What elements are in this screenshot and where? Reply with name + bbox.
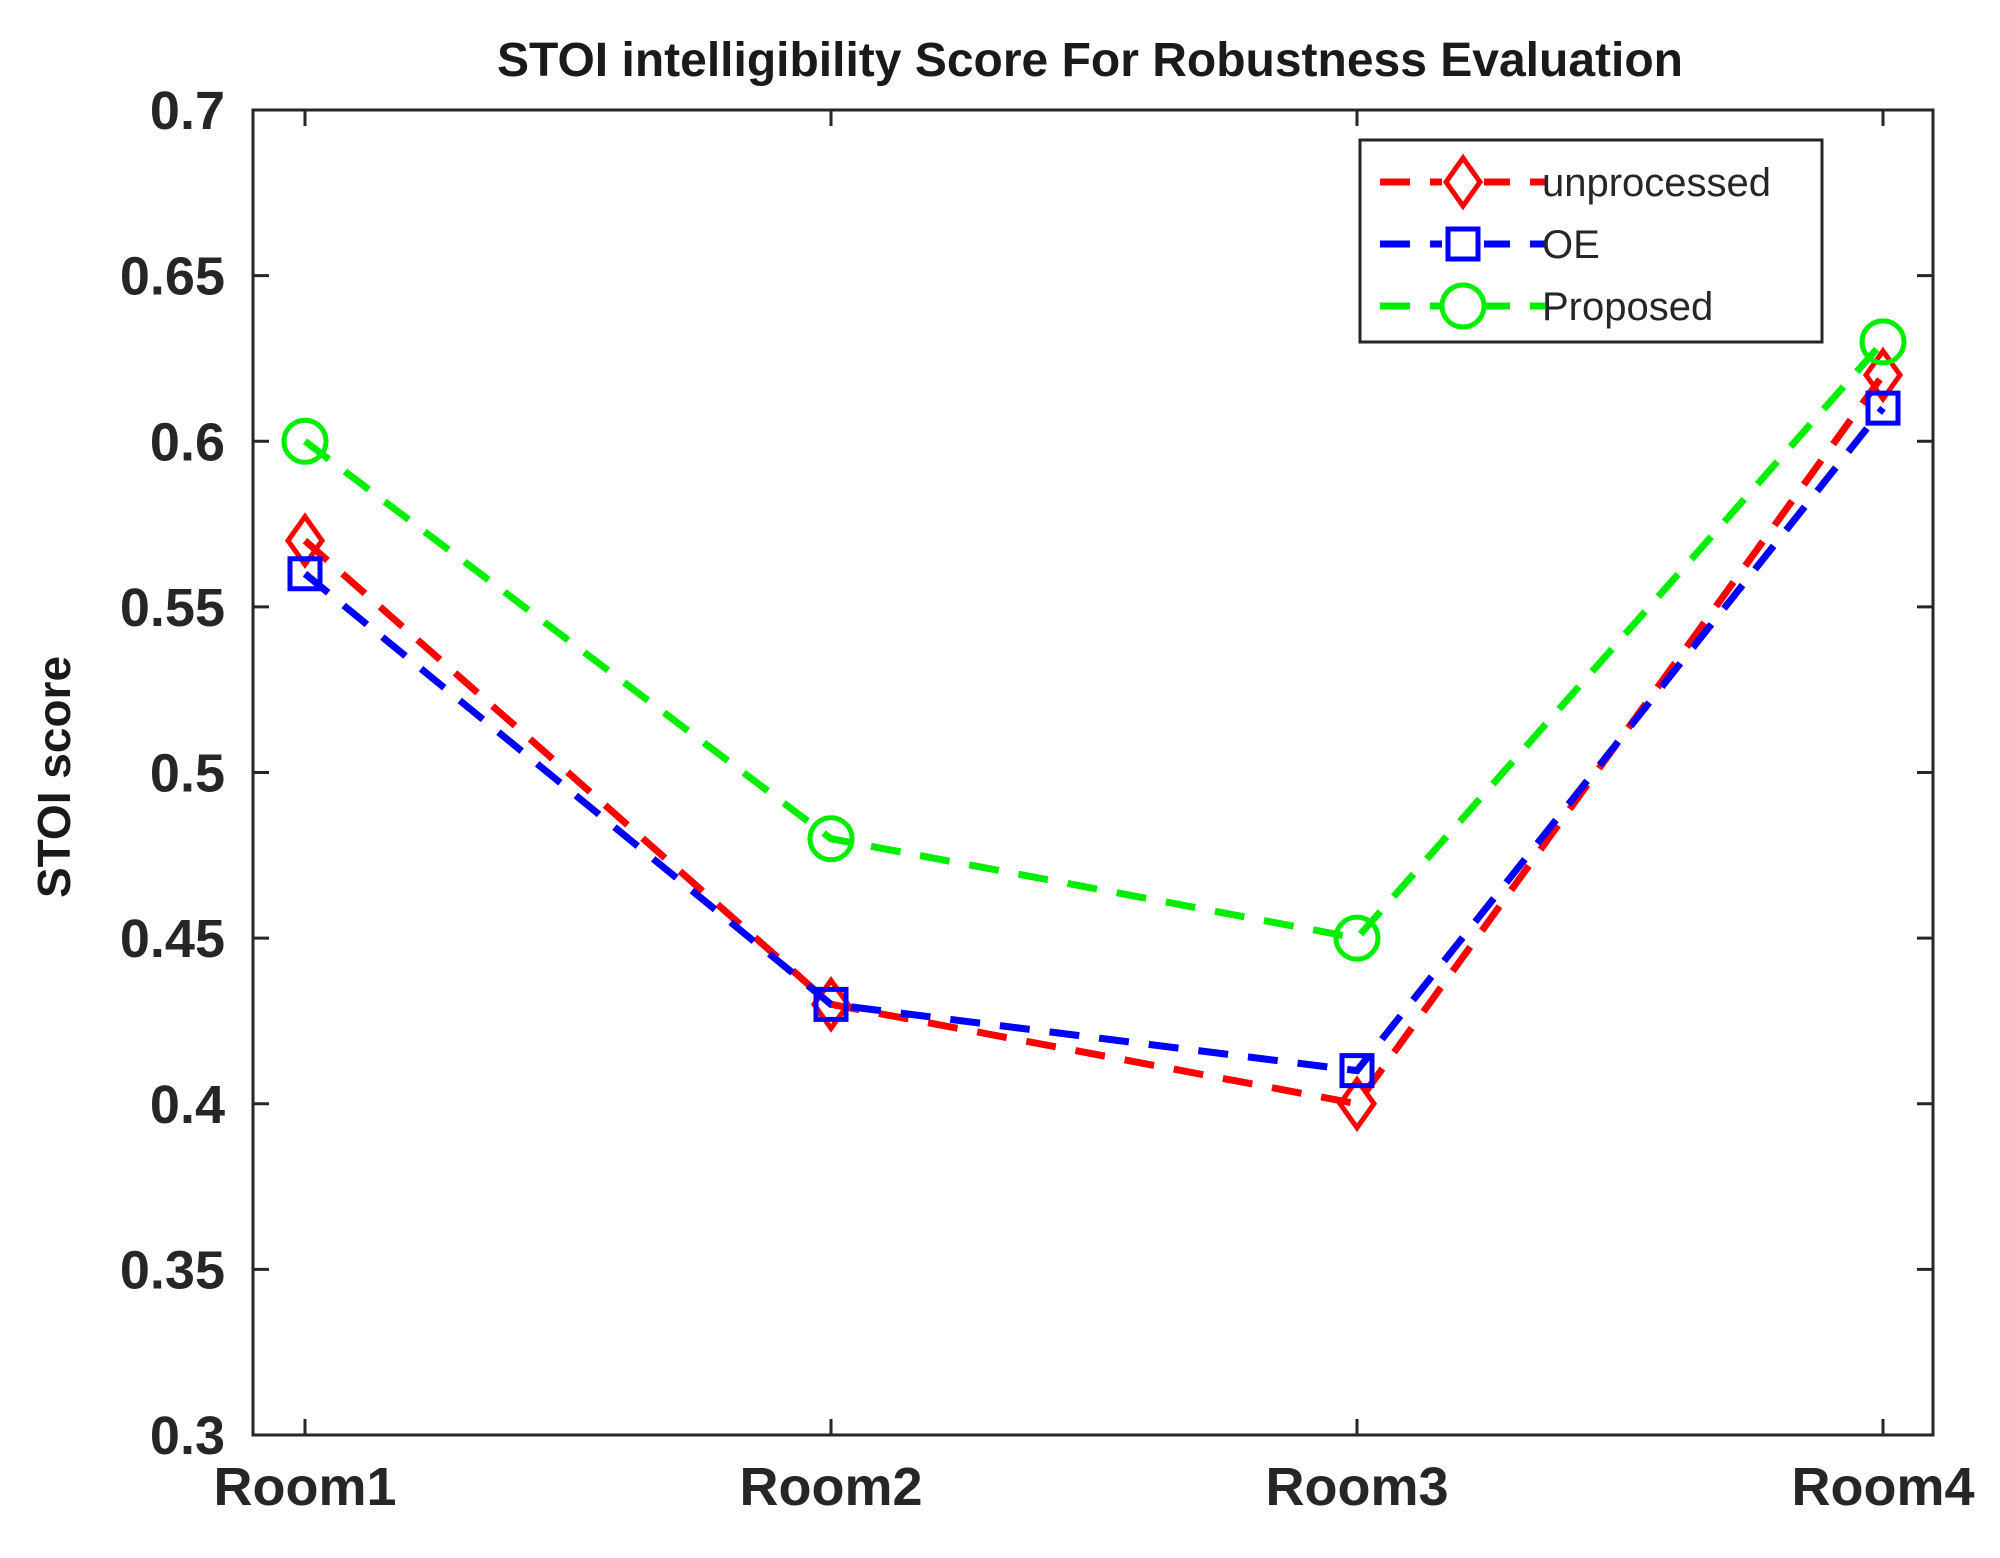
series-oe — [287, 390, 1901, 1089]
y-tick-label: 0.7 — [150, 81, 225, 141]
series-proposed — [281, 318, 1907, 962]
y-tick-label: 0.6 — [150, 412, 225, 472]
data-point-circle — [281, 417, 329, 465]
y-tick-label: 0.35 — [120, 1240, 225, 1300]
legend-item: Proposed — [1380, 278, 1713, 334]
data-point-square — [813, 986, 849, 1022]
data-point-circle — [1333, 914, 1381, 962]
data-point-diamond — [1862, 346, 1904, 404]
y-axis-label: STOI score — [28, 656, 80, 898]
y-tick-label: 0.55 — [120, 578, 225, 638]
legend-label: unprocessed — [1542, 161, 1771, 205]
data-point-square — [287, 556, 323, 592]
y-tick-label: 0.45 — [120, 909, 225, 969]
data-point-circle — [807, 815, 855, 863]
x-tick-label: Room2 — [739, 1457, 922, 1517]
y-tick-label: 0.5 — [150, 744, 225, 804]
data-point-diamond — [1336, 1075, 1378, 1133]
legend-label: OE — [1542, 223, 1600, 267]
x-tick-label: Room1 — [213, 1457, 396, 1517]
legend-label: Proposed — [1542, 285, 1713, 329]
legend: unprocessed OE Proposed — [1358, 138, 1824, 344]
axis-ticks: 0.3 0.35 0.4 0.45 0.5 0.55 0.6 0.65 0.7 Room1 Room… — [120, 81, 1975, 1517]
x-tick-label: Room4 — [1791, 1457, 1974, 1517]
y-tick-label: 0.4 — [150, 1075, 225, 1135]
legend-marker-diamond — [1442, 153, 1484, 211]
data-point-square — [1339, 1053, 1375, 1089]
y-tick-label: 0.65 — [120, 247, 225, 307]
series-line — [302, 372, 1886, 1108]
legend-item: unprocessed — [1380, 153, 1771, 211]
data-point-square — [1865, 390, 1901, 426]
legend-item: OE — [1380, 216, 1600, 272]
chart-title: STOI intelligibility Score For Robustnes… — [497, 34, 1683, 87]
legend-marker-square — [1445, 226, 1481, 262]
data-point-circle — [1859, 318, 1907, 366]
x-tick-label: Room3 — [1265, 1457, 1448, 1517]
series-layer — [281, 318, 1907, 1133]
series-line — [302, 339, 1886, 942]
legend-marker-circle — [1439, 282, 1487, 330]
series-unprocessed — [284, 346, 1904, 1133]
y-tick-label: 0.3 — [150, 1406, 225, 1466]
data-point-diamond — [284, 512, 326, 569]
series-line — [302, 405, 1886, 1075]
